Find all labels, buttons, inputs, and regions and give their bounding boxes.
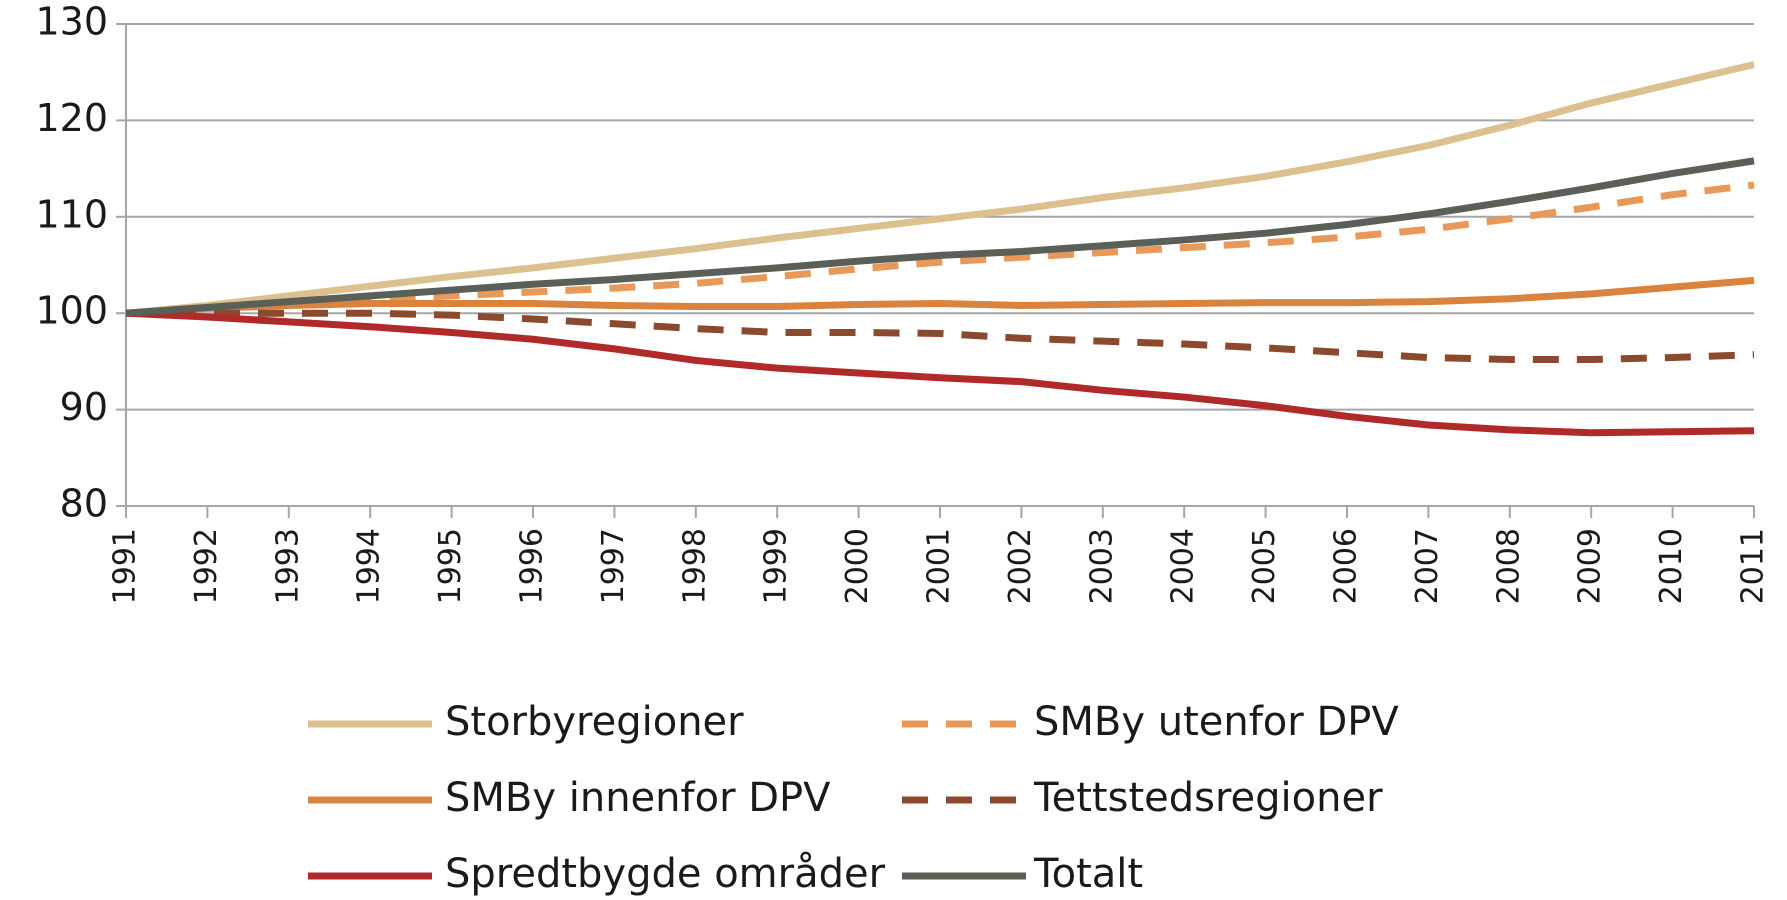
x-tick-label: 1992 (189, 528, 224, 604)
x-tick-label: 2010 (1654, 528, 1689, 604)
y-tick-label: 130 (35, 0, 108, 44)
series-line (125, 61, 1755, 317)
legend-label: Tettstedsregioner (1033, 775, 1383, 821)
x-tick-label: 2002 (1003, 528, 1038, 604)
x-tick-label: 1995 (433, 528, 468, 604)
x-tick-label: 1999 (759, 528, 794, 604)
x-tick-label: 1991 (108, 528, 143, 604)
series-line (125, 309, 1755, 437)
x-tick-label: 1993 (270, 528, 305, 604)
legend-label: Spredtbygde områder (445, 851, 886, 897)
x-tick-label: 2011 (1736, 528, 1771, 604)
x-tick-label: 2006 (1329, 528, 1364, 604)
x-tick-label: 2009 (1573, 528, 1608, 604)
x-tick-label: 2003 (1084, 528, 1119, 604)
y-tick-label: 90 (60, 385, 108, 429)
x-tick-label: 1998 (677, 528, 712, 604)
x-tick-label: 2000 (840, 528, 875, 604)
series-line (125, 276, 1755, 317)
y-tick-label: 110 (35, 192, 108, 236)
series-line (125, 181, 1755, 317)
x-tick-label: 1994 (352, 528, 387, 604)
y-tick-label: 80 (60, 482, 108, 526)
series-line (126, 309, 1755, 363)
series-line (125, 157, 1755, 317)
x-tick-label: 2005 (1247, 528, 1282, 604)
y-tick-label: 120 (35, 96, 108, 140)
legend-label: Totalt (1033, 851, 1143, 897)
x-tick-label: 2008 (1491, 528, 1526, 604)
legend-label: Storbyregioner (445, 699, 744, 745)
legend-label: SMBy utenfor DPV (1034, 699, 1399, 745)
y-tick-label: 100 (35, 289, 108, 333)
x-tick-label: 2001 (922, 528, 957, 604)
x-tick-label: 2004 (1166, 528, 1201, 604)
x-tick-label: 1997 (596, 528, 631, 604)
legend-label: SMBy innenfor DPV (445, 775, 831, 821)
x-tick-label: 1996 (515, 528, 550, 604)
x-tick-label: 2007 (1410, 528, 1445, 604)
